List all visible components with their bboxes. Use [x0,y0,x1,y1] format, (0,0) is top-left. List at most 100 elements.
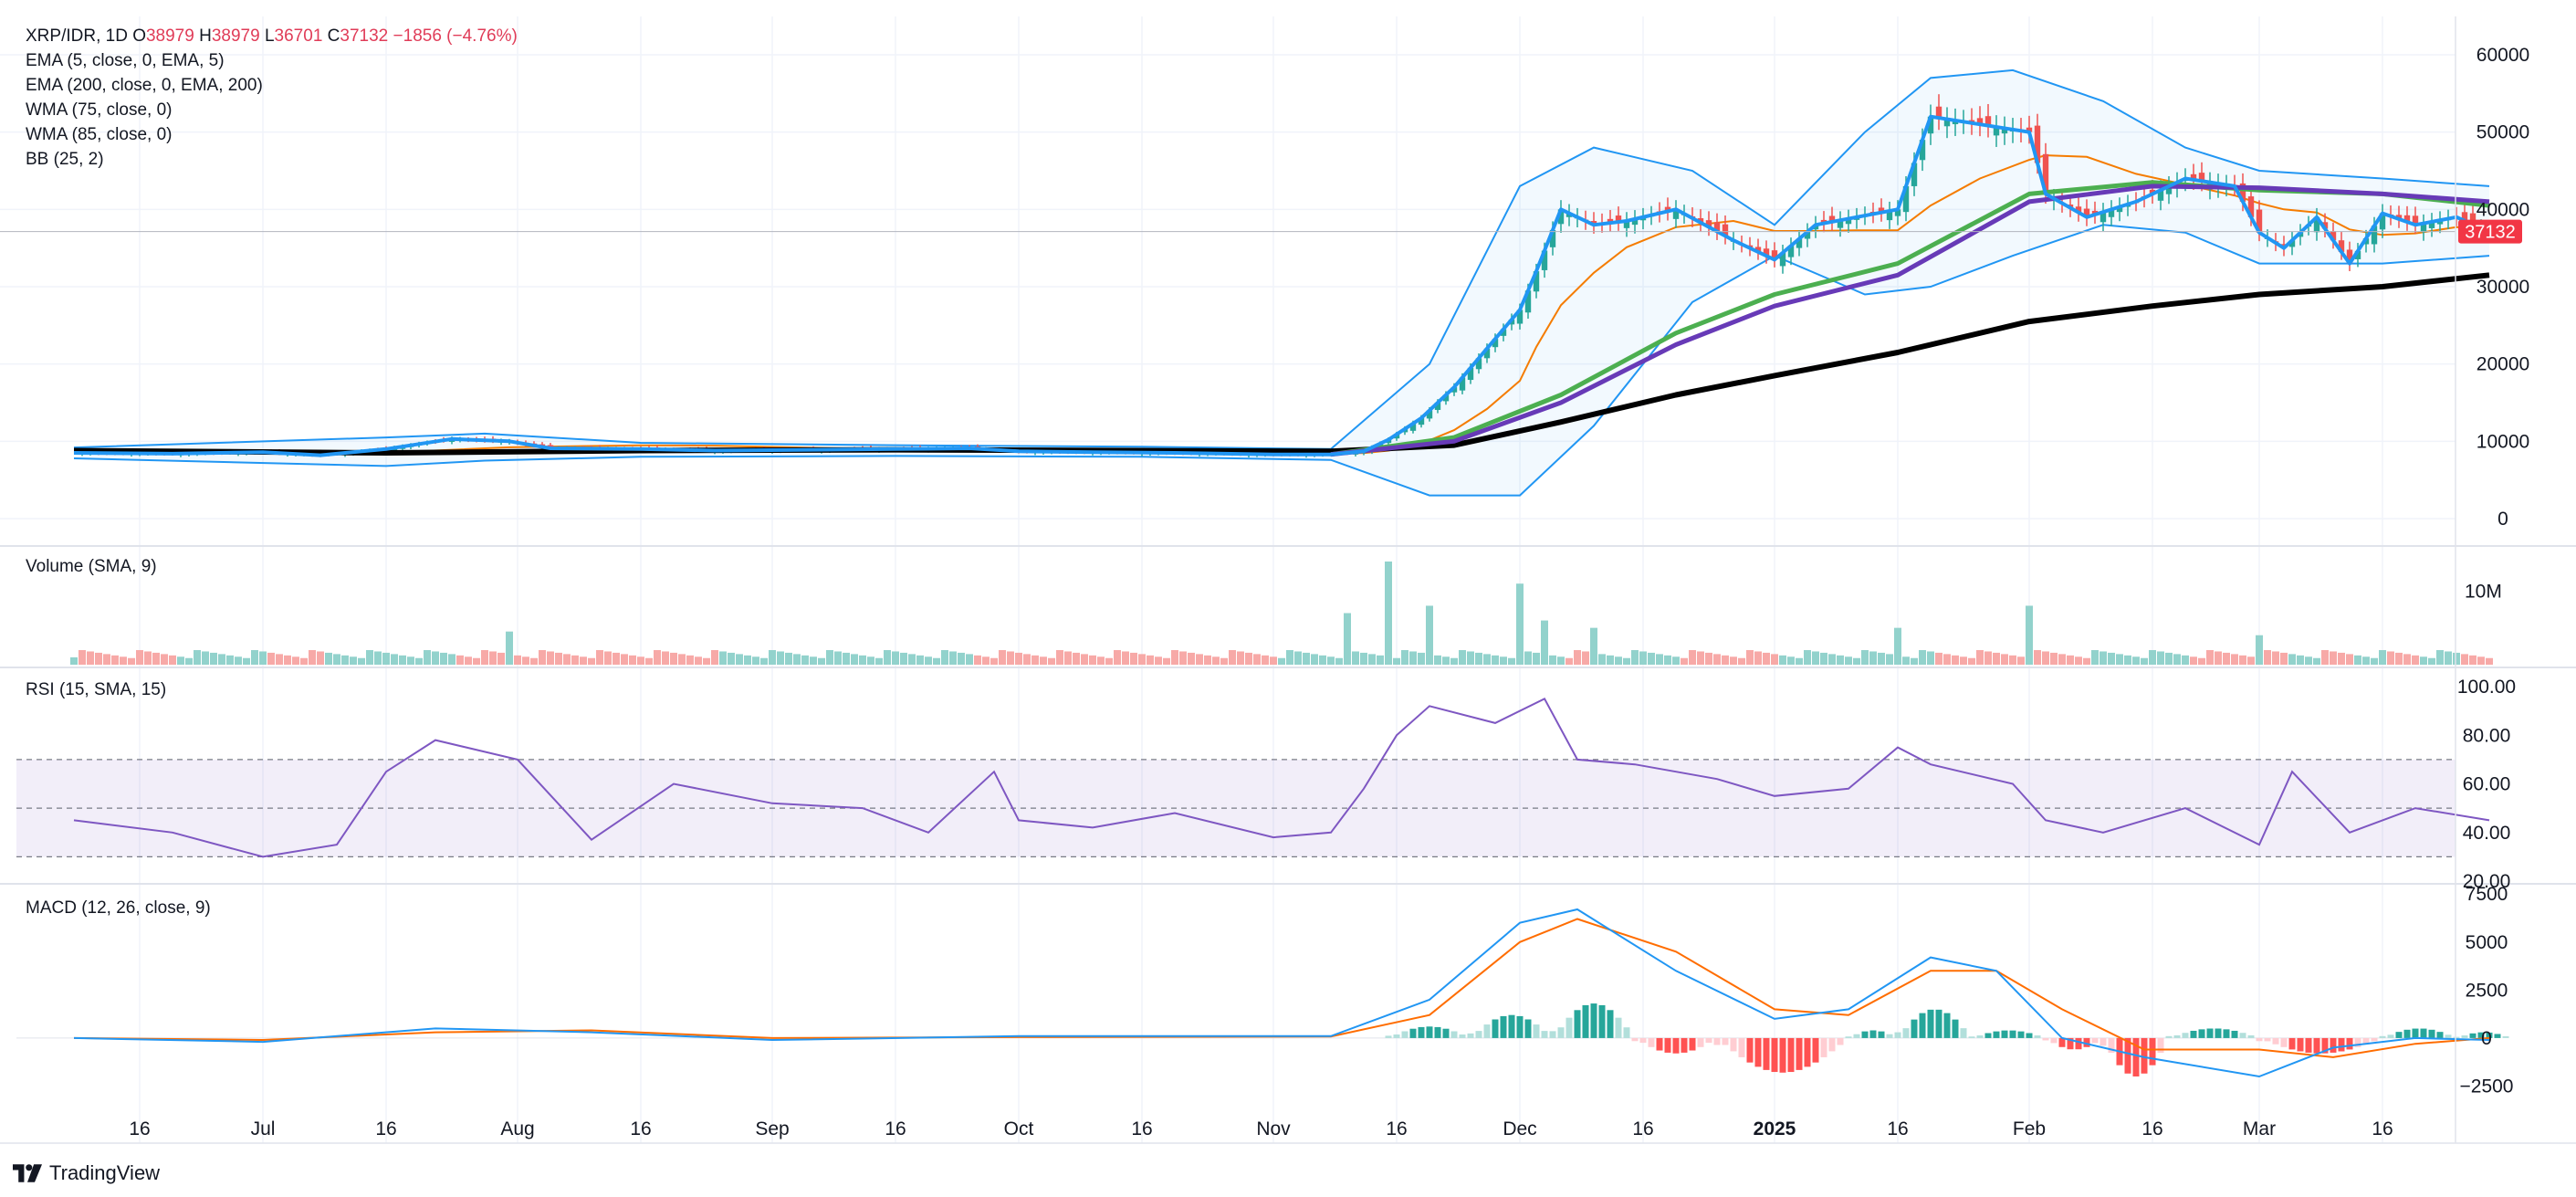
volume-bar [456,655,464,665]
volume-bar [1771,654,1778,665]
candle-body [2395,215,2403,219]
x-tick-label: Mar [2243,1118,2276,1139]
volume-bar [2223,652,2230,665]
macd-panel-title[interactable]: MACD (12, 26, close, 9) [26,898,211,918]
macd-panel[interactable] [16,908,2509,1078]
indicator-ema5-label[interactable]: EMA (5, close, 0, EMA, 5) [26,51,225,70]
volume-bar [79,650,86,665]
volume-bar [2403,654,2411,665]
volume-spike-bar [1541,620,1548,665]
volume-bar [1911,657,1918,665]
indicator-wma75-label[interactable]: WMA (75, close, 0) [26,100,173,120]
macd-histogram-bar [2338,1037,2345,1052]
macd-histogram-bar [2042,1037,2049,1041]
volume-bar [563,654,571,665]
tradingview-brand[interactable]: TradingView [13,1161,160,1185]
volume-bar [1081,654,1088,665]
volume-bar [1681,657,1688,665]
candle-body [2198,173,2205,182]
rsi-panel-title[interactable]: RSI (15, SMA, 15) [26,680,167,699]
volume-bar [1943,654,1951,665]
symbol-label[interactable]: XRP/IDR, 1D [26,26,128,46]
macd-histogram-bar [2445,1034,2452,1038]
volume-bar [1607,655,1614,665]
candle-body [1952,120,1959,125]
candle-body [1483,348,1491,359]
volume-bar [87,651,94,665]
candle-body [2256,209,2263,233]
volume-bar [1582,651,1589,665]
macd-histogram-bar [1771,1037,1778,1073]
macd-histogram-bar [2231,1030,2238,1038]
indicator-ema200-label[interactable]: EMA (200, close, 0, EMA, 200) [26,76,263,95]
candle-body [1886,211,1893,221]
candle-body [2001,128,2008,134]
volume-bar [432,651,439,665]
macd-histogram-bar [2108,1037,2115,1054]
indicator-wma85-label[interactable]: WMA (85, close, 0) [26,125,173,144]
macd-histogram-bar [1623,1027,1630,1038]
candle-body [1607,218,1614,224]
volume-bar [1442,656,1450,665]
candle-body [2321,222,2329,229]
macd-histogram-bar [2223,1029,2230,1038]
macd-histogram-bar [1705,1037,1712,1044]
macd-histogram-bar [1804,1037,1811,1067]
volume-bar [1919,650,1926,665]
volume-bar [974,655,981,665]
macd-histogram-bar [2182,1033,2189,1038]
macd-histogram-bar [1565,1017,1573,1038]
volume-bar [1278,657,1285,665]
volume-panel[interactable] [70,562,2493,665]
macd-histogram-bar [1483,1024,1491,1038]
volume-bar [2486,657,2493,665]
volume-bar [982,656,990,665]
volume-bar [1598,654,1606,665]
panel-separators[interactable] [0,16,2576,1144]
macd-histogram-bar [1385,1035,1392,1038]
volume-bar [2091,650,2099,665]
volume-bar [1163,657,1170,665]
volume-bar [1409,651,1417,665]
macd-histogram-bar [1607,1010,1614,1038]
volume-axis-label: 10M [2465,581,2502,602]
volume-panel-title[interactable]: Volume (SMA, 9) [26,557,157,576]
macd-histogram-bar [1993,1031,2000,1038]
macd-histogram-bar [2247,1034,2255,1038]
volume-bar [169,655,176,665]
volume-bar [1730,656,1737,665]
macd-histogram-bar [2502,1035,2509,1038]
macd-histogram-bar [1516,1015,1524,1038]
volume-bar [547,651,554,665]
candle-body [1467,367,1474,381]
volume-bar [2469,655,2477,665]
volume-bar [2272,651,2279,665]
volume-bar [243,657,250,665]
volume-bar [399,655,406,665]
price-panel[interactable]: 37132 [0,68,2522,497]
volume-bar [1368,654,1376,665]
volume-bar [448,654,456,665]
macd-histogram-bar [2477,1032,2485,1038]
volume-bar [1040,656,1047,665]
candle-body [2149,189,2156,194]
high-value: 38979 [211,26,260,46]
volume-bar [1697,651,1704,665]
volume-bar [95,652,102,665]
rsi-line [73,697,2490,858]
volume-bar [637,656,644,665]
volume-bar [1253,654,1261,665]
volume-bar [645,657,653,665]
indicator-bb-label[interactable]: BB (25, 2) [26,150,104,169]
rsi-panel[interactable] [16,697,2490,858]
volume-bar [1820,652,1827,665]
candle-body [1492,339,1499,348]
volume-bar [1089,655,1096,665]
volume-bar [1648,652,1655,665]
macd-histogram-bar [1697,1037,1704,1047]
macd-histogram-bar [1467,1033,1474,1038]
macd-histogram-bar [2141,1037,2148,1074]
candle-body [2428,221,2435,228]
volume-bar [152,652,160,665]
